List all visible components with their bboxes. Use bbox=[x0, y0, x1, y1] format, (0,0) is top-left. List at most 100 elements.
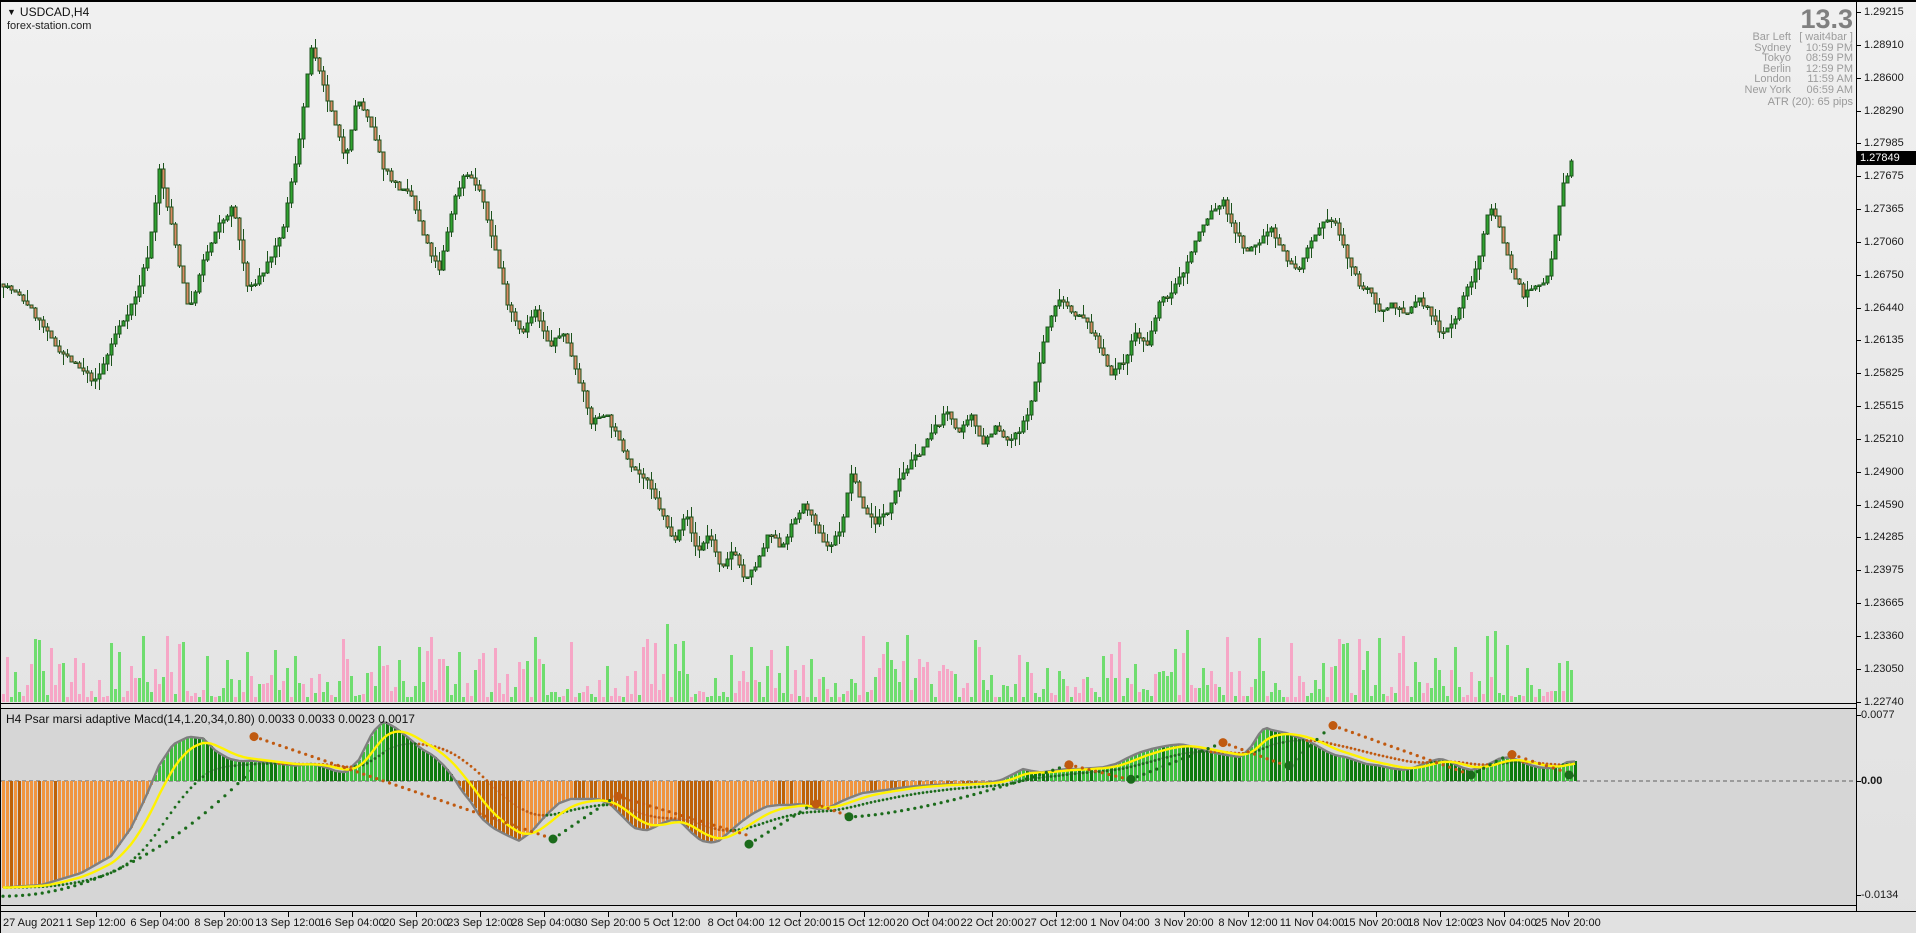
volume-bar bbox=[1494, 631, 1497, 702]
macd-histogram-bar bbox=[2, 781, 5, 888]
marsi-dot bbox=[1333, 743, 1337, 746]
candle-body bbox=[889, 502, 894, 514]
macd-histogram-bar bbox=[1406, 769, 1409, 781]
psar-flip-dot bbox=[811, 799, 821, 809]
candle-body bbox=[385, 168, 390, 172]
chart-dropdown-icon[interactable]: ▼ bbox=[7, 7, 16, 17]
time-tick-label: 11 Nov 04:00 bbox=[1279, 917, 1345, 929]
macd-histogram-bar bbox=[558, 781, 561, 803]
volume-bar bbox=[406, 697, 409, 702]
candle-body bbox=[465, 174, 470, 177]
candle-body bbox=[681, 518, 686, 531]
volume-bar bbox=[318, 674, 321, 702]
psar-dot bbox=[413, 790, 417, 794]
marsi-dot bbox=[893, 796, 897, 799]
candle-body bbox=[769, 534, 774, 537]
time-tick-mark bbox=[1312, 912, 1313, 917]
candle-body bbox=[529, 316, 534, 324]
volume-bar bbox=[1270, 692, 1273, 702]
volume-bar bbox=[562, 696, 565, 702]
candle-body bbox=[393, 180, 398, 183]
marsi-dot bbox=[1109, 769, 1113, 772]
psar-dot bbox=[164, 840, 168, 844]
volume-bar bbox=[282, 681, 285, 702]
marsi-dot bbox=[937, 789, 941, 792]
macd-histogram-bar bbox=[406, 737, 409, 781]
marsi-dot bbox=[801, 811, 805, 815]
macd-histogram-bar bbox=[678, 781, 681, 821]
candle-body bbox=[865, 507, 870, 515]
macd-histogram-bar bbox=[818, 781, 821, 809]
candle-body bbox=[913, 454, 918, 461]
candle-body bbox=[533, 309, 538, 318]
candle-body bbox=[1301, 257, 1306, 270]
psar-dot bbox=[40, 891, 44, 895]
psar-flip-dot bbox=[744, 839, 754, 849]
candle-body bbox=[1013, 432, 1018, 440]
psar-dot bbox=[629, 798, 633, 802]
psar-dot bbox=[530, 829, 534, 834]
macd-histogram-bar bbox=[814, 781, 817, 809]
macd-histogram-bar bbox=[550, 781, 553, 811]
volume-bar bbox=[1030, 673, 1033, 702]
candle-body bbox=[1381, 309, 1386, 312]
candle-body bbox=[1, 283, 6, 288]
time-tick-label: 23 Nov 04:00 bbox=[1471, 917, 1537, 929]
pane-divider-bottom[interactable] bbox=[1, 708, 1856, 709]
marsi-dot bbox=[477, 771, 481, 775]
marsi-dot bbox=[889, 796, 893, 800]
marsi-dot bbox=[1009, 782, 1013, 785]
pane-divider-top[interactable] bbox=[1, 703, 1856, 704]
macd-histogram-bar bbox=[1106, 766, 1109, 781]
candle-body bbox=[1125, 354, 1130, 364]
volume-bar bbox=[1146, 690, 1149, 702]
psar-dot bbox=[667, 810, 671, 814]
candle-body bbox=[633, 466, 638, 471]
volume-bar bbox=[882, 654, 885, 702]
volume-bar bbox=[582, 692, 585, 702]
marsi-dot bbox=[625, 806, 629, 810]
macd-histogram-bar bbox=[1130, 756, 1133, 781]
marsi-dot bbox=[485, 779, 489, 782]
macd-histogram-bar bbox=[1102, 767, 1105, 781]
volume-bar bbox=[174, 694, 177, 702]
marsi-dot bbox=[1289, 739, 1293, 743]
macd-histogram-bar bbox=[898, 781, 901, 788]
volume-bar bbox=[358, 695, 361, 702]
psar-dot bbox=[1501, 756, 1505, 760]
psar-dot bbox=[197, 816, 201, 820]
candle-body bbox=[1225, 199, 1230, 215]
macd-histogram-bar bbox=[1198, 749, 1201, 781]
marsi-dot bbox=[1389, 756, 1393, 760]
marsi-dot bbox=[1281, 741, 1285, 744]
time-tick-mark bbox=[1184, 912, 1185, 917]
candle-body bbox=[165, 187, 170, 208]
candle-body bbox=[1373, 292, 1378, 305]
macd-histogram-bar bbox=[754, 781, 757, 812]
macd-histogram-bar bbox=[42, 781, 45, 884]
marsi-dot bbox=[1081, 771, 1085, 775]
price-tick-mark bbox=[1857, 111, 1861, 112]
psar-dot bbox=[171, 835, 175, 840]
marsi-dot bbox=[1105, 769, 1109, 773]
clock-row-label: New York bbox=[1744, 83, 1791, 96]
price-chart-canvas[interactable] bbox=[1, 2, 1856, 704]
marsi-dot bbox=[577, 807, 581, 811]
volume-bar bbox=[858, 695, 861, 702]
macd-histogram-bar bbox=[22, 781, 25, 886]
psar-flip-dot bbox=[844, 812, 854, 822]
marsi-dot bbox=[1113, 768, 1117, 772]
volume-bar bbox=[338, 681, 341, 702]
candle-body bbox=[857, 481, 862, 498]
candle-body bbox=[1333, 220, 1338, 224]
psar-dot bbox=[27, 893, 31, 897]
marsi-dot bbox=[493, 786, 497, 790]
psar-dot bbox=[249, 769, 253, 773]
macd-histogram-bar bbox=[66, 781, 69, 877]
psar-dot bbox=[1475, 770, 1479, 774]
price-tick-mark bbox=[1857, 505, 1861, 506]
macd-histogram-bar bbox=[946, 781, 949, 784]
indicator-canvas[interactable] bbox=[1, 709, 1856, 905]
psar-dot bbox=[1301, 751, 1305, 755]
volume-bar bbox=[522, 669, 525, 702]
